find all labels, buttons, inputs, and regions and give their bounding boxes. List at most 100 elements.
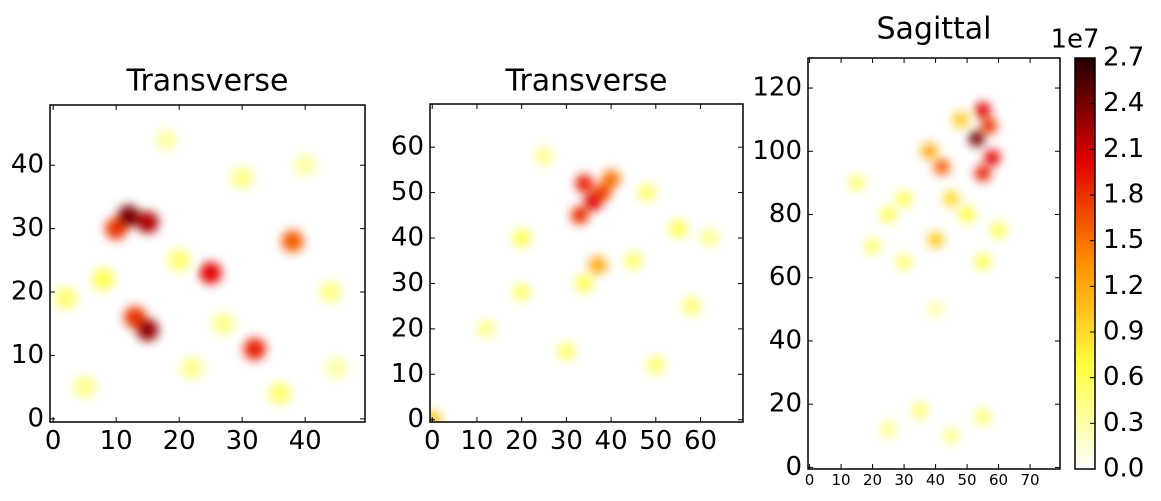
heat-spot <box>984 149 1001 166</box>
heat-spot <box>430 410 442 422</box>
heat-spot <box>880 206 897 223</box>
x-tick-label: 30 <box>550 426 583 456</box>
x-tick-label: 50 <box>958 471 977 489</box>
y-tick-label: 20 <box>769 389 802 419</box>
plot-bg <box>808 58 1060 469</box>
heat-spot <box>231 166 254 189</box>
heat-spot <box>117 204 140 227</box>
y-tick-label: 20 <box>391 313 424 343</box>
colorbar <box>1074 57 1096 470</box>
x-tick-label: 40 <box>595 426 628 456</box>
panel-title: Sagittal <box>876 12 991 47</box>
heat-spot <box>864 238 881 255</box>
heat-spot <box>943 190 960 207</box>
heat-spot <box>535 147 554 166</box>
heat-spot <box>512 283 531 302</box>
colorbar-tick-label: 1.5 <box>1103 225 1144 255</box>
heat-spot <box>669 219 688 238</box>
heat-spot <box>974 165 991 182</box>
colorbar-tick-label: 0.9 <box>1103 317 1144 347</box>
colorbar-tick-label: 2.1 <box>1103 134 1144 164</box>
heat-spot <box>199 262 222 285</box>
x-tick-label: 20 <box>505 426 538 456</box>
heat-spot <box>136 319 159 342</box>
heat-spot <box>943 427 960 444</box>
heat-spot <box>974 102 991 119</box>
heat-spot <box>959 206 976 223</box>
heat-spot <box>575 174 594 193</box>
heat-spot <box>880 421 897 438</box>
x-tick-label: 0 <box>424 426 441 456</box>
axes-frame <box>429 103 744 423</box>
heat-spot <box>700 229 719 248</box>
heat-spot <box>637 183 656 202</box>
x-tick-label: 40 <box>289 426 322 456</box>
y-tick-label: 80 <box>769 199 802 229</box>
heat-spot <box>952 111 969 128</box>
heat-spot <box>575 274 594 293</box>
heat-spot <box>294 154 317 177</box>
heat-spot <box>136 211 159 234</box>
heat-spot <box>584 192 603 211</box>
heat-spot <box>933 159 950 176</box>
heat-spot <box>896 190 913 207</box>
heat-spot <box>927 301 944 318</box>
y-tick-label: 0 <box>785 452 802 482</box>
x-tick-label: 50 <box>639 426 672 456</box>
heat-spot <box>73 376 96 399</box>
heat-spot <box>557 342 576 361</box>
y-tick-label: 20 <box>11 277 44 307</box>
x-tick-label: 10 <box>832 471 851 489</box>
y-tick-label: 60 <box>391 132 424 162</box>
colorbar-tick-label: 0.6 <box>1103 362 1144 392</box>
heatmap-image <box>430 147 719 422</box>
heat-spot <box>268 382 291 405</box>
y-tick-label: 0 <box>27 403 44 433</box>
axes-frame <box>807 57 1061 470</box>
panel-title: Transverse <box>505 64 668 99</box>
heat-spot <box>570 206 589 225</box>
heat-spot <box>990 222 1007 239</box>
y-tick-label: 40 <box>391 223 424 253</box>
axes-frame <box>49 104 366 423</box>
y-tick-label: 50 <box>391 177 424 207</box>
plot-bg <box>430 104 743 422</box>
panel-title: Transverse <box>126 64 289 99</box>
heat-spot <box>325 357 348 380</box>
heat-spot <box>319 281 342 304</box>
heat-spot <box>848 174 865 191</box>
x-tick-label: 40 <box>926 471 945 489</box>
x-tick-label: 70 <box>1021 471 1040 489</box>
heat-spot <box>155 128 178 151</box>
x-tick-label: 30 <box>226 426 259 456</box>
y-tick-label: 120 <box>752 73 802 103</box>
heat-spot <box>974 253 991 270</box>
x-tick-label: 60 <box>684 426 717 456</box>
heat-spot <box>512 229 531 248</box>
y-tick-label: 10 <box>391 359 424 389</box>
x-tick-label: 10 <box>100 426 133 456</box>
y-tick-label: 40 <box>11 150 44 180</box>
heat-spot <box>968 130 985 147</box>
heat-spot <box>927 231 944 248</box>
heat-spot <box>921 143 938 160</box>
heatmap-image <box>54 128 348 405</box>
heat-spot <box>92 268 115 291</box>
colorbar-tick-label: 0.3 <box>1103 408 1144 438</box>
heat-spot <box>476 319 495 338</box>
colorbar-tick-label: 1.2 <box>1103 271 1144 301</box>
heat-spot <box>281 230 304 253</box>
y-tick-label: 100 <box>752 136 802 166</box>
heat-spot <box>168 249 191 272</box>
colorbar-tick-label: 1.8 <box>1103 180 1144 210</box>
heat-spot <box>646 356 665 375</box>
heat-spot <box>974 408 991 425</box>
x-tick-label: 60 <box>989 471 1008 489</box>
y-tick-label: 10 <box>11 340 44 370</box>
heat-spot <box>212 312 235 335</box>
colorbar-offset: 1e7 <box>1050 25 1099 55</box>
colorbar-tick-label: 2.4 <box>1103 88 1144 118</box>
heat-spot <box>896 253 913 270</box>
heat-spot <box>624 251 643 270</box>
